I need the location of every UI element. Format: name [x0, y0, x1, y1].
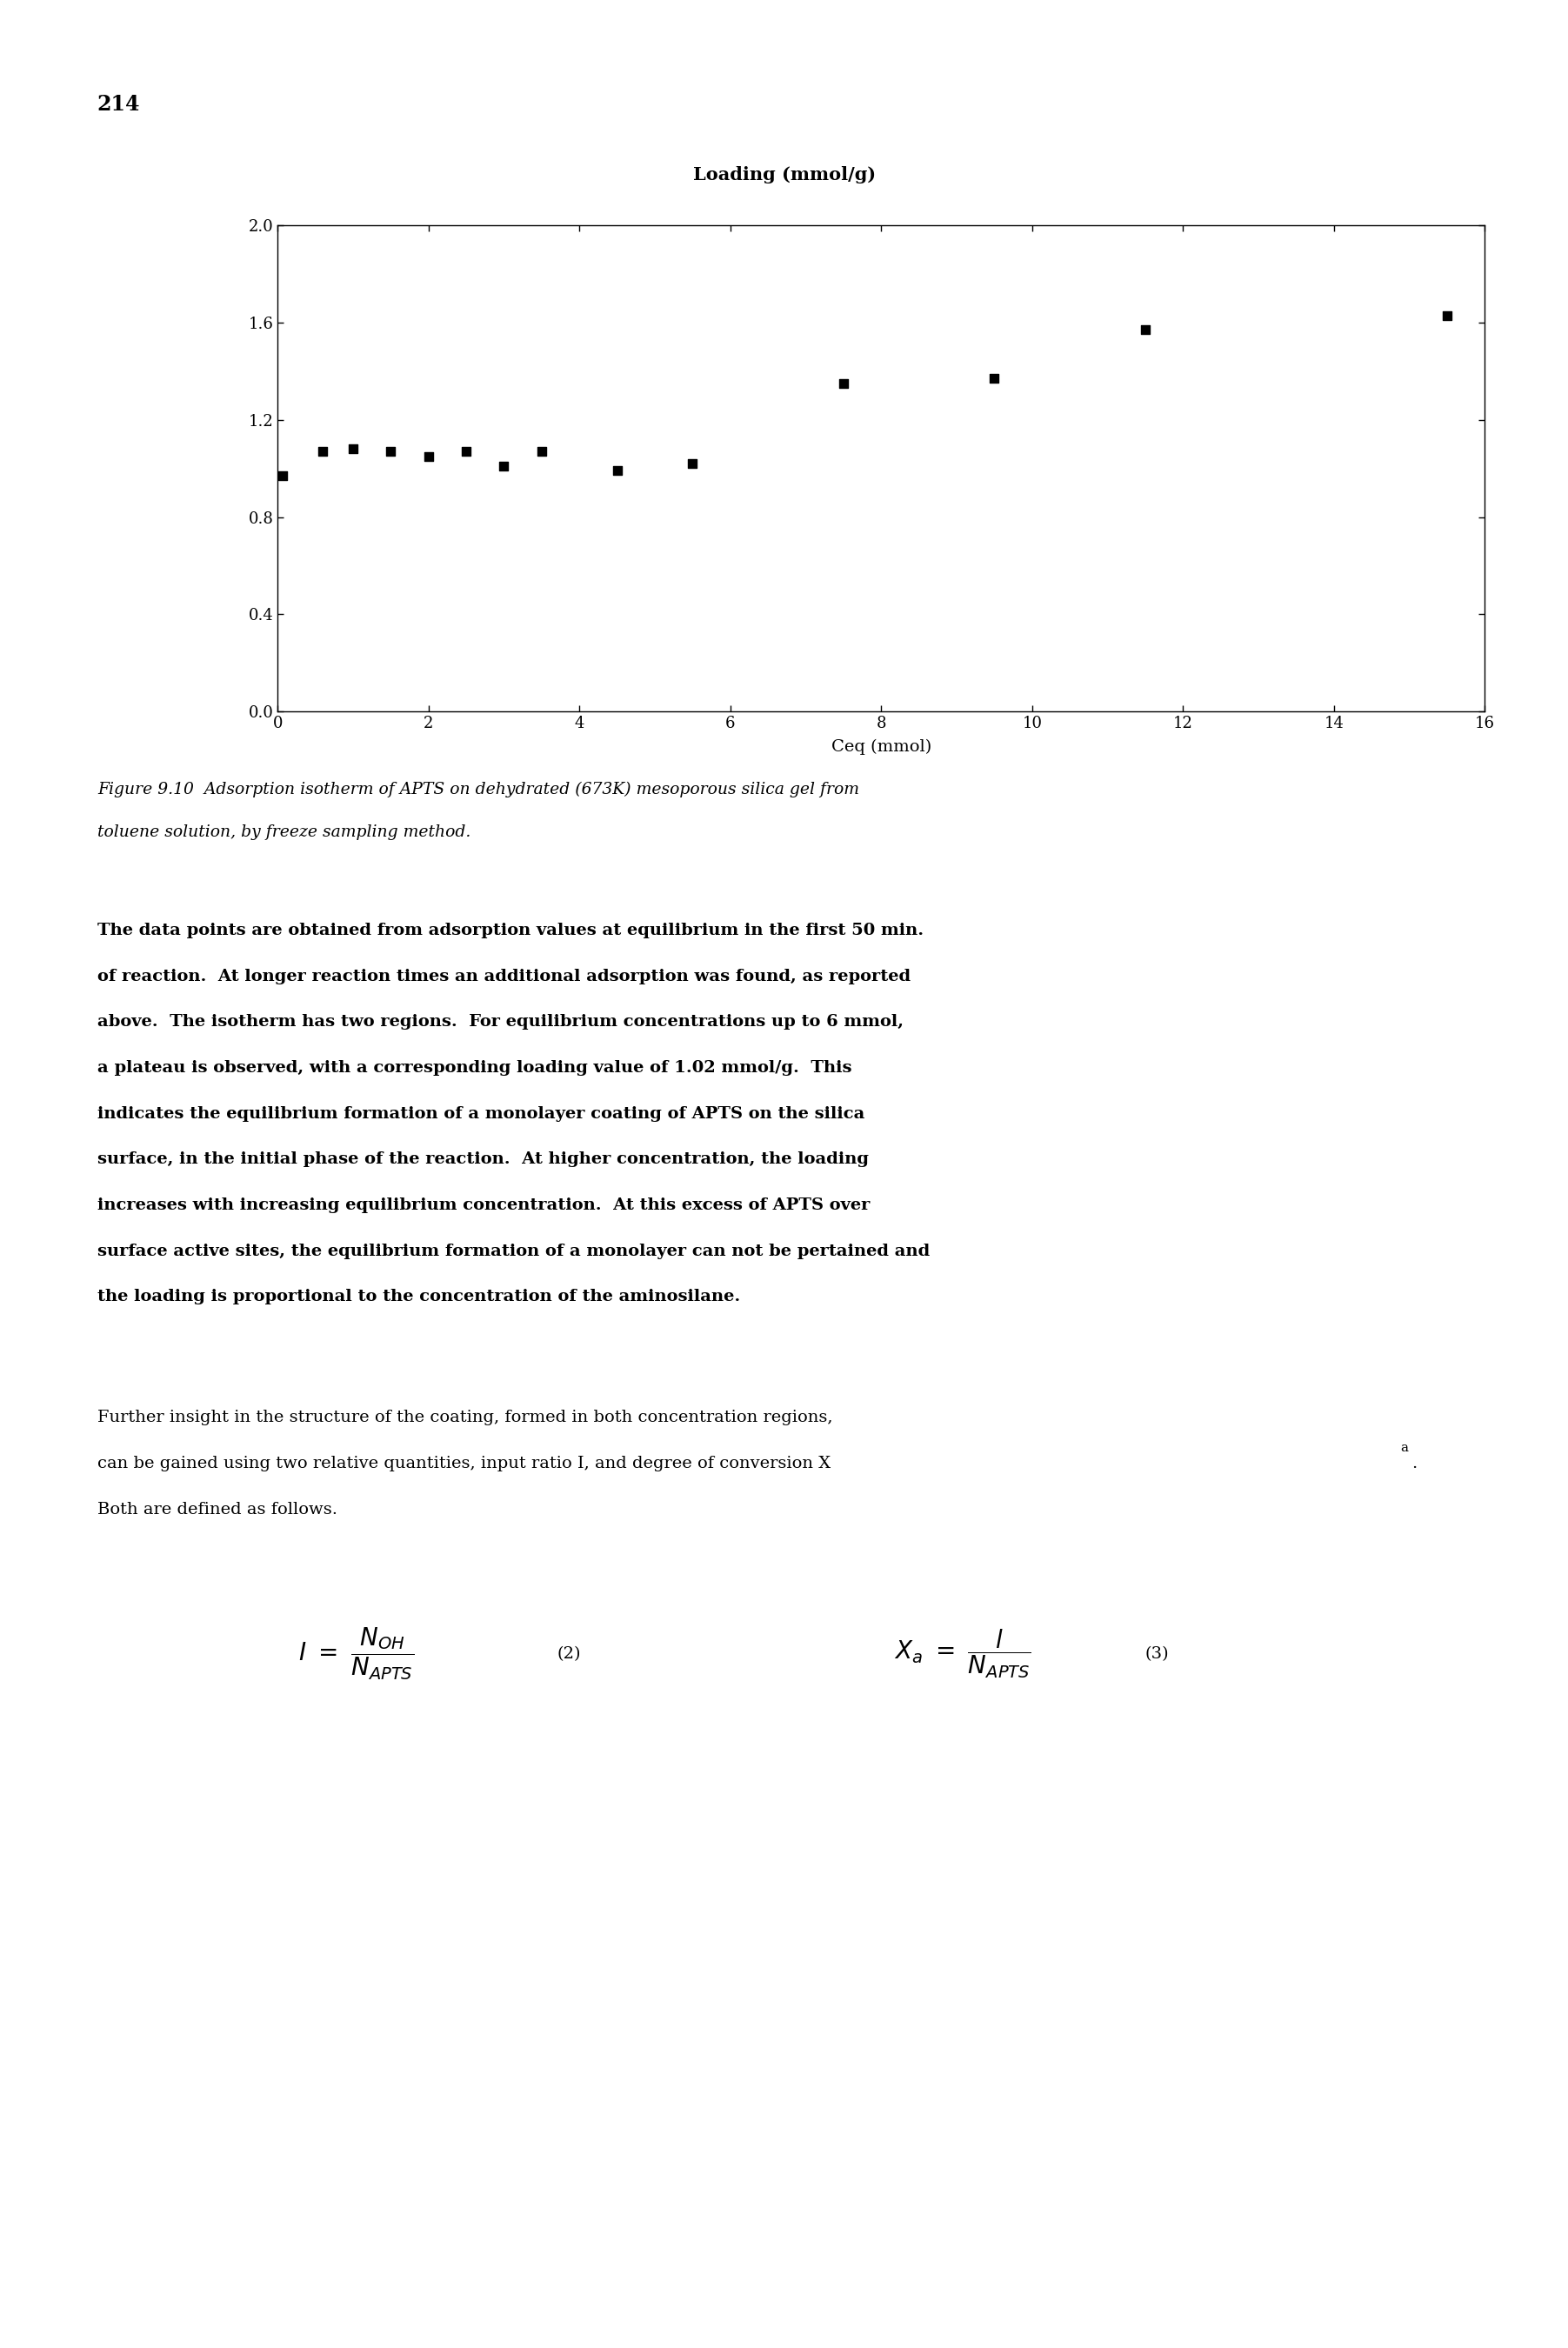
Point: [453, 432, 478, 470]
Text: indicates the equilibrium formation of a monolayer coating of APTS on the silica: indicates the equilibrium formation of a…: [97, 1106, 864, 1122]
Point: [491, 446, 516, 484]
Text: Loading (mmol/g): Loading (mmol/g): [693, 167, 877, 183]
Point: [310, 432, 336, 470]
Text: toluene solution, by freeze sampling method.: toluene solution, by freeze sampling met…: [97, 824, 470, 841]
Text: .: .: [1411, 1456, 1416, 1472]
Text: can be gained using two relative quantities, input ratio I, and degree of conver: can be gained using two relative quantit…: [97, 1456, 831, 1472]
Text: $I\ =\ \dfrac{N_{OH}}{N_{APTS}}$: $I\ =\ \dfrac{N_{OH}}{N_{APTS}}$: [298, 1627, 414, 1681]
Text: of reaction.  At longer reaction times an additional adsorption was found, as re: of reaction. At longer reaction times an…: [97, 970, 911, 984]
Text: Figure 9.10  Adsorption isotherm of APTS on dehydrated (673K) mesoporous silica : Figure 9.10 Adsorption isotherm of APTS …: [97, 782, 859, 798]
Text: (3): (3): [1145, 1646, 1168, 1662]
Point: [1132, 312, 1157, 350]
Text: Further insight in the structure of the coating, formed in both concentration re: Further insight in the structure of the …: [97, 1411, 833, 1425]
Text: the loading is proportional to the concentration of the aminosilane.: the loading is proportional to the conce…: [97, 1289, 740, 1305]
Text: surface active sites, the equilibrium formation of a monolayer can not be pertai: surface active sites, the equilibrium fo…: [97, 1244, 930, 1259]
Point: [340, 430, 365, 467]
Point: [1435, 296, 1460, 333]
Point: [270, 458, 295, 495]
Text: a plateau is observed, with a corresponding loading value of 1.02 mmol/g.  This: a plateau is observed, with a correspond…: [97, 1061, 851, 1075]
Text: above.  The isotherm has two regions.  For equilibrium concentrations up to 6 mm: above. The isotherm has two regions. For…: [97, 1014, 903, 1031]
Text: (2): (2): [557, 1646, 580, 1662]
Point: [831, 364, 856, 402]
Point: [681, 444, 706, 481]
Text: The data points are obtained from adsorption values at equilibrium in the first : The data points are obtained from adsorp…: [97, 923, 924, 939]
Text: $X_a\ =\ \dfrac{l}{N_{APTS}}$: $X_a\ =\ \dfrac{l}{N_{APTS}}$: [894, 1627, 1030, 1681]
Point: [528, 432, 554, 470]
Text: increases with increasing equilibrium concentration.  At this excess of APTS ove: increases with increasing equilibrium co…: [97, 1197, 870, 1214]
X-axis label: Ceq (mmol): Ceq (mmol): [831, 740, 931, 754]
Point: [605, 453, 630, 491]
Point: [378, 432, 403, 470]
Point: [416, 437, 441, 474]
Text: 214: 214: [97, 94, 140, 115]
Text: Both are defined as follows.: Both are defined as follows.: [97, 1503, 337, 1517]
Text: surface, in the initial phase of the reaction.  At higher concentration, the loa: surface, in the initial phase of the rea…: [97, 1153, 869, 1167]
Point: [982, 359, 1007, 397]
Text: a: a: [1400, 1442, 1408, 1453]
